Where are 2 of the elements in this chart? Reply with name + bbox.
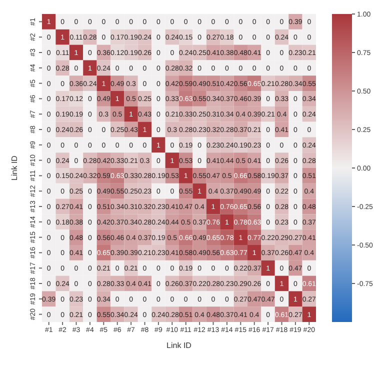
y-axis-title: Link ID — [10, 155, 19, 180]
x-axis-title: Link ID — [166, 341, 192, 350]
